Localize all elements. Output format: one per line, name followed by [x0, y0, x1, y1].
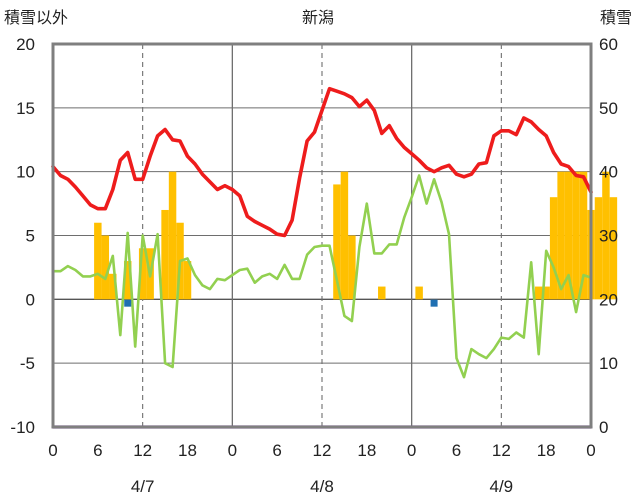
x-tick-label: 0 — [228, 441, 237, 460]
precipitation-bar — [333, 184, 341, 300]
left-tick-label: 15 — [16, 99, 35, 118]
right-tick-label: 30 — [599, 227, 618, 246]
precipitation-bar — [602, 171, 610, 300]
x-tick-label: 12 — [492, 441, 511, 460]
small-marker — [124, 299, 132, 307]
precipitation-bars — [94, 171, 618, 300]
left-tick-label: 0 — [26, 290, 35, 309]
left-tick-label: -10 — [10, 418, 35, 437]
precipitation-bar — [549, 197, 558, 300]
date-label: 4/9 — [490, 477, 514, 496]
chart-title: 新潟 — [302, 8, 334, 27]
precipitation-bar — [609, 197, 618, 300]
date-label: 4/8 — [310, 477, 334, 496]
precipitation-bar — [123, 261, 132, 300]
right-tick-label: 10 — [599, 354, 618, 373]
plot-border — [51, 42, 593, 429]
precipitation-bar — [564, 171, 573, 300]
right-tick-label: 50 — [599, 99, 618, 118]
plot-frame — [51, 42, 593, 429]
precipitation-bar — [594, 197, 603, 300]
precipitation-bar — [161, 209, 169, 300]
precipitation-bar — [138, 248, 147, 300]
precipitation-bar — [572, 171, 580, 300]
left-axis-title: 積雪以外 — [4, 8, 68, 27]
x-tick-label: 12 — [133, 441, 152, 460]
precipitation-bar — [183, 261, 192, 300]
small-marker — [430, 299, 438, 307]
left-tick-label: 5 — [26, 227, 35, 246]
x-tick-label: 0 — [586, 441, 595, 460]
precipitation-bar — [415, 286, 423, 300]
date-label: 4/7 — [131, 477, 155, 496]
x-tick-label: 18 — [178, 441, 197, 460]
temperature-line — [51, 86, 593, 238]
x-tick-label: 12 — [313, 441, 332, 460]
x-tick-label: 6 — [272, 441, 281, 460]
x-tick-label: 0 — [48, 441, 57, 460]
precipitation-bar — [348, 235, 356, 300]
right-tick-label: 0 — [599, 418, 608, 437]
right-tick-label: 40 — [599, 163, 618, 182]
left-tick-label: -5 — [20, 354, 35, 373]
x-tick-label: 18 — [357, 441, 376, 460]
right-tick-label: 60 — [599, 35, 618, 54]
precipitation-bar — [109, 273, 117, 300]
precipitation-bar — [542, 286, 550, 300]
precipitation-bar — [557, 171, 565, 300]
precipitation-bar — [101, 235, 110, 300]
right-axis-title: 積雪 — [600, 8, 632, 27]
precipitation-bar — [340, 171, 349, 300]
left-tick-label: 20 — [16, 35, 35, 54]
precipitation-bar — [168, 171, 177, 300]
right-tick-label: 20 — [599, 290, 618, 309]
x-tick-label: 0 — [407, 441, 416, 460]
precipitation-bar — [94, 222, 102, 300]
precipitation-bar — [378, 286, 386, 300]
x-tick-label: 18 — [537, 441, 556, 460]
left-tick-label: 10 — [16, 163, 35, 182]
precipitation-bar — [534, 286, 543, 300]
x-tick-label: 6 — [93, 441, 102, 460]
x-tick-label: 6 — [452, 441, 461, 460]
wind-line — [51, 174, 593, 379]
precipitation-bar — [579, 171, 588, 300]
